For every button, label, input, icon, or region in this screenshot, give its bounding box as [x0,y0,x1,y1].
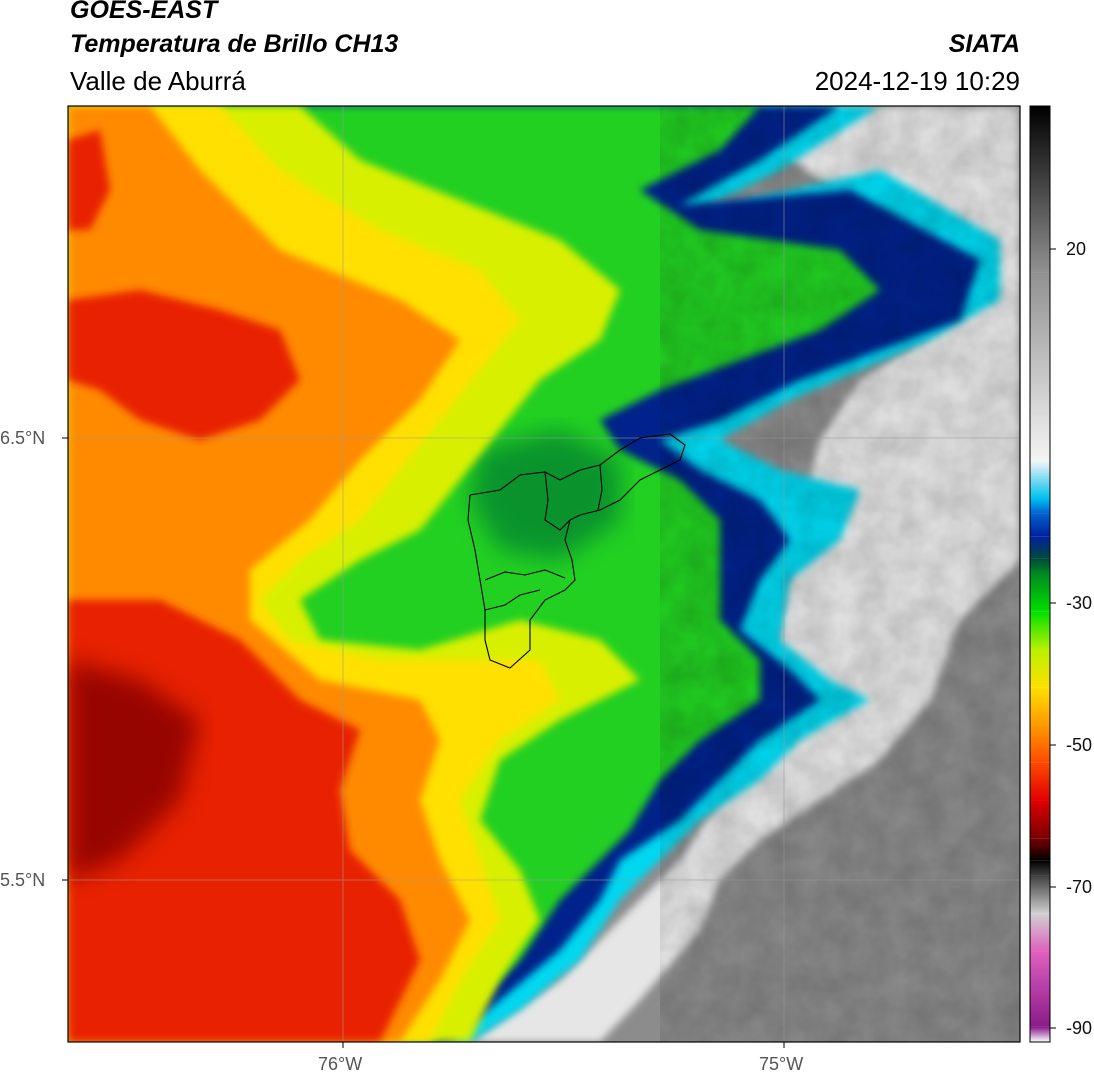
colorbar-segment [1030,762,1050,801]
red-region [68,290,300,440]
colorbar-label-20: 20 [1066,239,1087,259]
colorbar-segment [1030,800,1050,839]
dark-green-patch [470,430,620,560]
colorbar-segment [1030,687,1050,725]
colorbar-label-minus50: -50 [1066,735,1093,755]
colorbar-segment [1030,649,1050,688]
red-region-northwest [68,130,110,230]
lat-label-6-5: 6.5°N [0,428,46,448]
lon-label-76: 76°W [318,1054,363,1074]
colorbar-segment [1030,272,1050,461]
colorbar-segment [1030,513,1050,537]
colorbar-ticks [1050,248,1056,1029]
map-canvas [68,106,1020,1042]
colorbar [1030,106,1050,1042]
region-label: Valle de Aburrá [70,66,246,96]
lon-label-75: 75°W [759,1054,804,1074]
colorbar-segment [1030,106,1050,273]
colorbar-segment [1030,498,1050,514]
boundary-north [469,433,686,521]
map-frame [67,105,1021,1043]
colorbar-segment [1030,875,1050,914]
product-title: GOES-EAST [70,0,218,24]
colorbar-segment [1030,913,1050,952]
colorbar-segment [1030,1026,1050,1042]
colorbar-segment [1030,611,1050,650]
boundary-center [467,494,576,669]
deep-red-core [68,660,200,880]
brand-label: SIATA [948,30,1020,58]
colorbar-segment [1030,860,1050,876]
colorbar-segment [1030,951,1050,1027]
colorbar-label-minus30: -30 [1066,593,1093,613]
colorbar-segment [1030,558,1050,574]
colorbar-label-minus70: -70 [1066,877,1093,897]
cloud-texture [660,106,1020,1042]
axis-ticks [62,437,785,1048]
boundary-inner-4 [597,464,603,511]
boundary-inner-2 [484,569,566,581]
colorbar-segment [1030,574,1050,612]
boundary-inner-1 [544,471,571,531]
colorbar-segment [1030,536,1050,559]
colorbar-segment [1030,460,1050,499]
colorbar-segment [1030,724,1050,763]
product-subtitle: Temperatura de Brillo CH13 [70,30,399,58]
boundary-inner-3 [484,589,541,611]
municipality-boundaries [467,433,686,669]
graticule [68,106,1020,1042]
colorbar-frame [1029,105,1051,1043]
timestamp: 2024-12-19 10:29 [814,66,1020,96]
lat-label-5-5: 5.5°N [0,870,46,890]
colorbar-segment [1030,838,1050,861]
colorbar-label-minus90: -90 [1066,1018,1093,1038]
